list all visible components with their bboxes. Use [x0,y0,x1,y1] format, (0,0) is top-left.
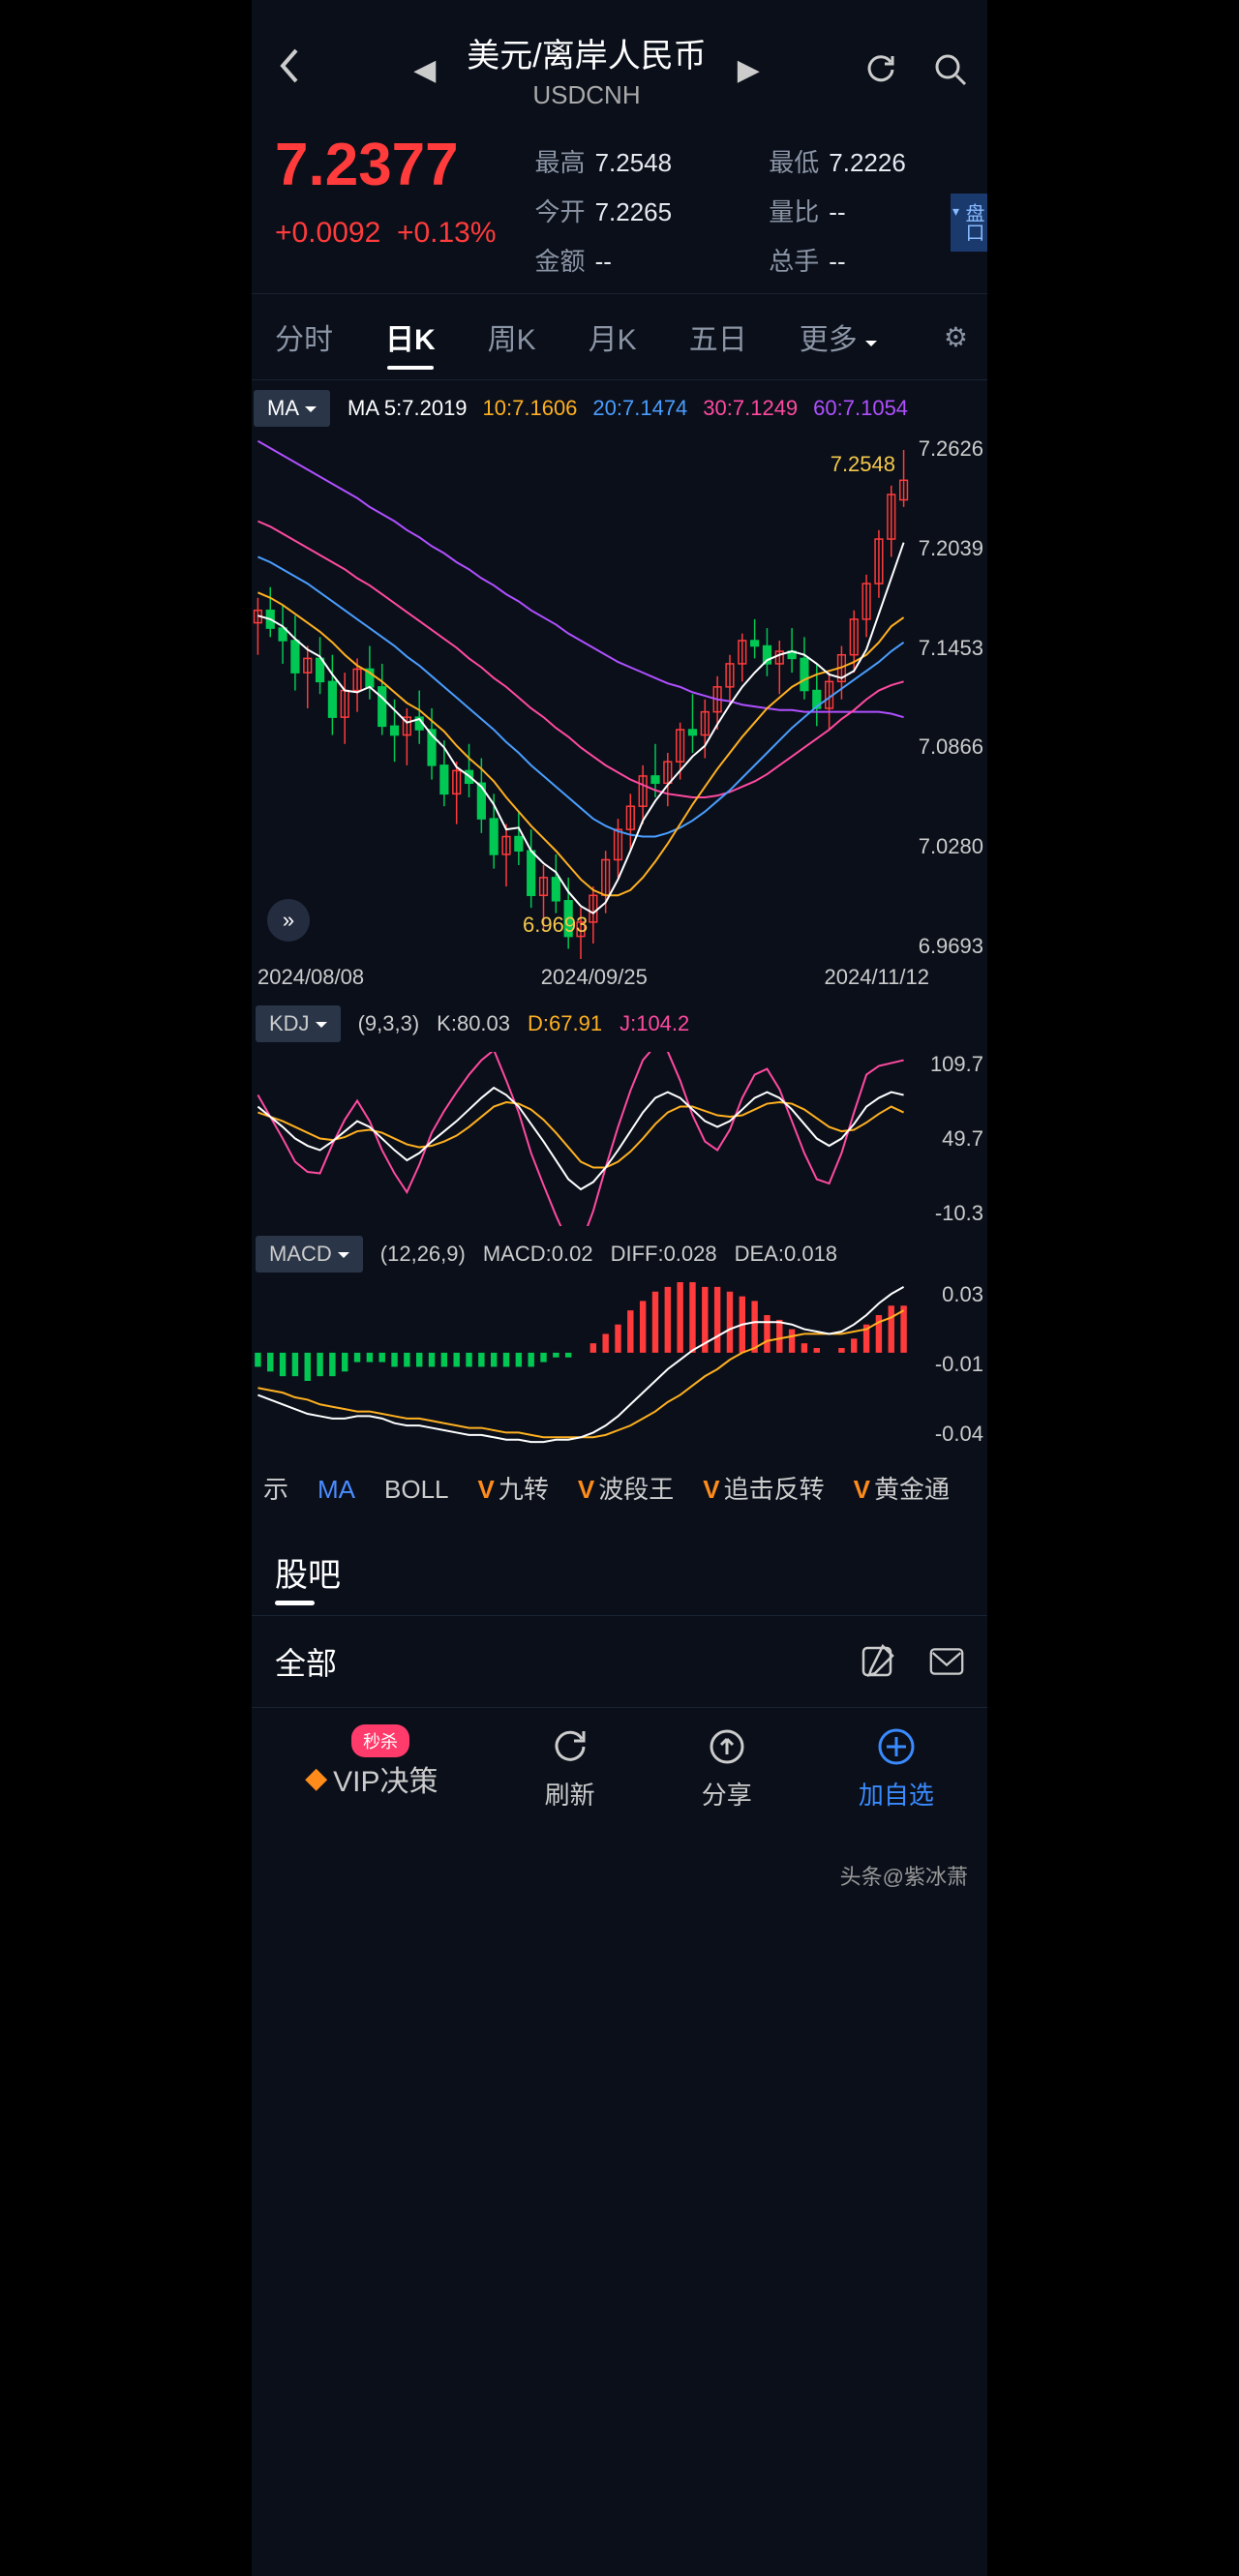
nav-plus[interactable]: 加自选 [859,1727,934,1812]
ma-legend-item: 20:7.1474 [592,396,687,420]
nav-vip-label: VIP决策 [333,1757,438,1800]
guba-tab[interactable]: 股吧 [275,1548,341,1605]
timeframe-tab-2[interactable]: 周K [484,294,540,379]
indicator-MA[interactable]: MA [317,1475,355,1504]
chart-low-label: 6.9693 [523,913,588,938]
ma-selector[interactable]: MA [254,390,330,427]
kdj-selector[interactable]: KDJ [256,1005,341,1042]
nav-refresh[interactable]: 刷新 [545,1727,595,1812]
ma-legend-item: 30:7.1249 [703,396,798,420]
plus-icon [877,1727,916,1766]
share-icon [708,1727,746,1766]
chart-settings-icon[interactable]: ⚙ [944,321,968,353]
macd-selector[interactable]: MACD [256,1236,363,1273]
symbol-name-en: USDCNH [467,80,706,110]
macd-header: MACD (12,26,9) MACD:0.02 DIFF:0.028 DEA:… [252,1226,987,1282]
nav-label: 分享 [702,1776,752,1812]
kdj-k: K:80.03 [437,1011,510,1036]
diamond-icon: ◆ [305,1761,327,1795]
kdj-d: D:67.91 [528,1011,602,1036]
refresh-icon [551,1727,589,1766]
chart-y-axis: 7.26267.20397.14537.08667.02806.9693 [919,436,983,959]
macd-y-axis: 0.03-0.01-0.04 [935,1282,983,1447]
chart-high-label: 7.2548 [831,452,895,477]
stat-volratio: 量比-- [769,193,964,228]
timeframe-tab-3[interactable]: 月K [585,294,641,379]
chart-x-axis: 2024/08/082024/09/252024/11/12 [252,959,987,996]
search-icon[interactable] [933,52,968,87]
kdj-y-axis: 109.749.7-10.3 [930,1052,983,1226]
macd-params: (12,26,9) [380,1242,466,1267]
ma-legend: MA MA 5:7.2019 10:7.1606 20:7.1474 30:7.124… [252,380,987,436]
nav-label: 刷新 [545,1776,595,1812]
timeframe-tab-5[interactable]: 更多 [796,294,881,379]
nav-vip[interactable]: ▾ 秒杀 ◆VIP决策 [305,1740,438,1800]
quote-panel: 7.2377 +0.0092 +0.13% 最高7.2548 最低7.2226 … [252,120,987,293]
last-price: 7.2377 [275,135,497,195]
seckill-badge: 秒杀 [351,1724,409,1757]
timeframe-tab-1[interactable]: 日K [381,294,439,379]
symbol-title[interactable]: 美元/离岸人民币 USDCNH [467,29,706,110]
stat-volume: 总手-- [769,242,964,278]
header: ◀ 美元/离岸人民币 USDCNH ▶ [252,0,987,120]
bottom-nav: ▾ 秒杀 ◆VIP决策 刷新 分享 加自选 [252,1707,987,1850]
next-symbol-button[interactable]: ▶ [730,45,768,95]
indicator-BOLL[interactable]: BOLL [384,1475,449,1504]
back-button[interactable] [271,39,310,101]
pankou-tab[interactable]: 盘口 [951,194,987,252]
mail-icon[interactable] [929,1644,964,1679]
nav-label: 加自选 [859,1776,934,1812]
filter-all[interactable]: 全部 [275,1639,337,1684]
kdj-chart[interactable]: 109.749.7-10.3 [252,1052,987,1226]
kdj-params: (9,3,3) [358,1011,420,1036]
candlestick-chart[interactable]: 7.2548 6.9693 7.26267.20397.14537.08667.… [252,436,987,959]
indicator-追击反转[interactable]: V追击反转 [703,1475,824,1504]
compose-icon[interactable] [860,1644,894,1679]
kdj-j: J:104.2 [620,1011,689,1036]
prev-symbol-button[interactable]: ◀ [406,45,443,95]
stat-high: 最高7.2548 [535,143,731,179]
price-change: +0.0092 +0.13% [275,217,497,250]
stat-amount: 金额-- [535,242,731,278]
indicator-selector-row: 示 MABOLLV九转V波段王V追击反转V黄金通 ⚙ 设置 [252,1447,987,1529]
timeframe-tab-4[interactable]: 五日 [685,294,751,379]
symbol-name-cn: 美元/离岸人民币 [467,29,706,76]
stat-open: 今开7.2265 [535,193,731,228]
expand-chart-button[interactable]: » [267,899,310,942]
macd-dea: DEA:0.018 [735,1242,837,1267]
watermark: 头条@紫冰萧 [252,1850,987,1910]
timeframe-tabs: 分时日K 周K 月K 五日更多 ⚙ [252,293,987,380]
indicator-波段王[interactable]: V波段王 [578,1475,674,1504]
indicator-黄金通[interactable]: V黄金通 [854,1475,950,1504]
filter-row: 全部 [252,1615,987,1707]
macd-chart[interactable]: 0.03-0.01-0.04 [252,1282,987,1447]
kdj-header: KDJ (9,3,3) K:80.03 D:67.91 J:104.2 [252,996,987,1052]
refresh-icon[interactable] [863,52,898,87]
ma-legend-item: 10:7.1606 [483,396,578,420]
macd-diff: DIFF:0.028 [611,1242,717,1267]
ma-legend-item: MA 5:7.2019 [348,396,468,420]
indicator-九转[interactable]: V九转 [478,1475,549,1504]
stat-low: 最低7.2226 [769,143,964,179]
indicator-partial[interactable]: 示 [263,1470,288,1506]
timeframe-tab-0[interactable]: 分时 [271,294,337,379]
nav-share[interactable]: 分享 [702,1727,752,1812]
guba-section: 股吧 [252,1529,987,1615]
ma-legend-item: 60:7.1054 [813,396,908,420]
macd-val: MACD:0.02 [483,1242,593,1267]
